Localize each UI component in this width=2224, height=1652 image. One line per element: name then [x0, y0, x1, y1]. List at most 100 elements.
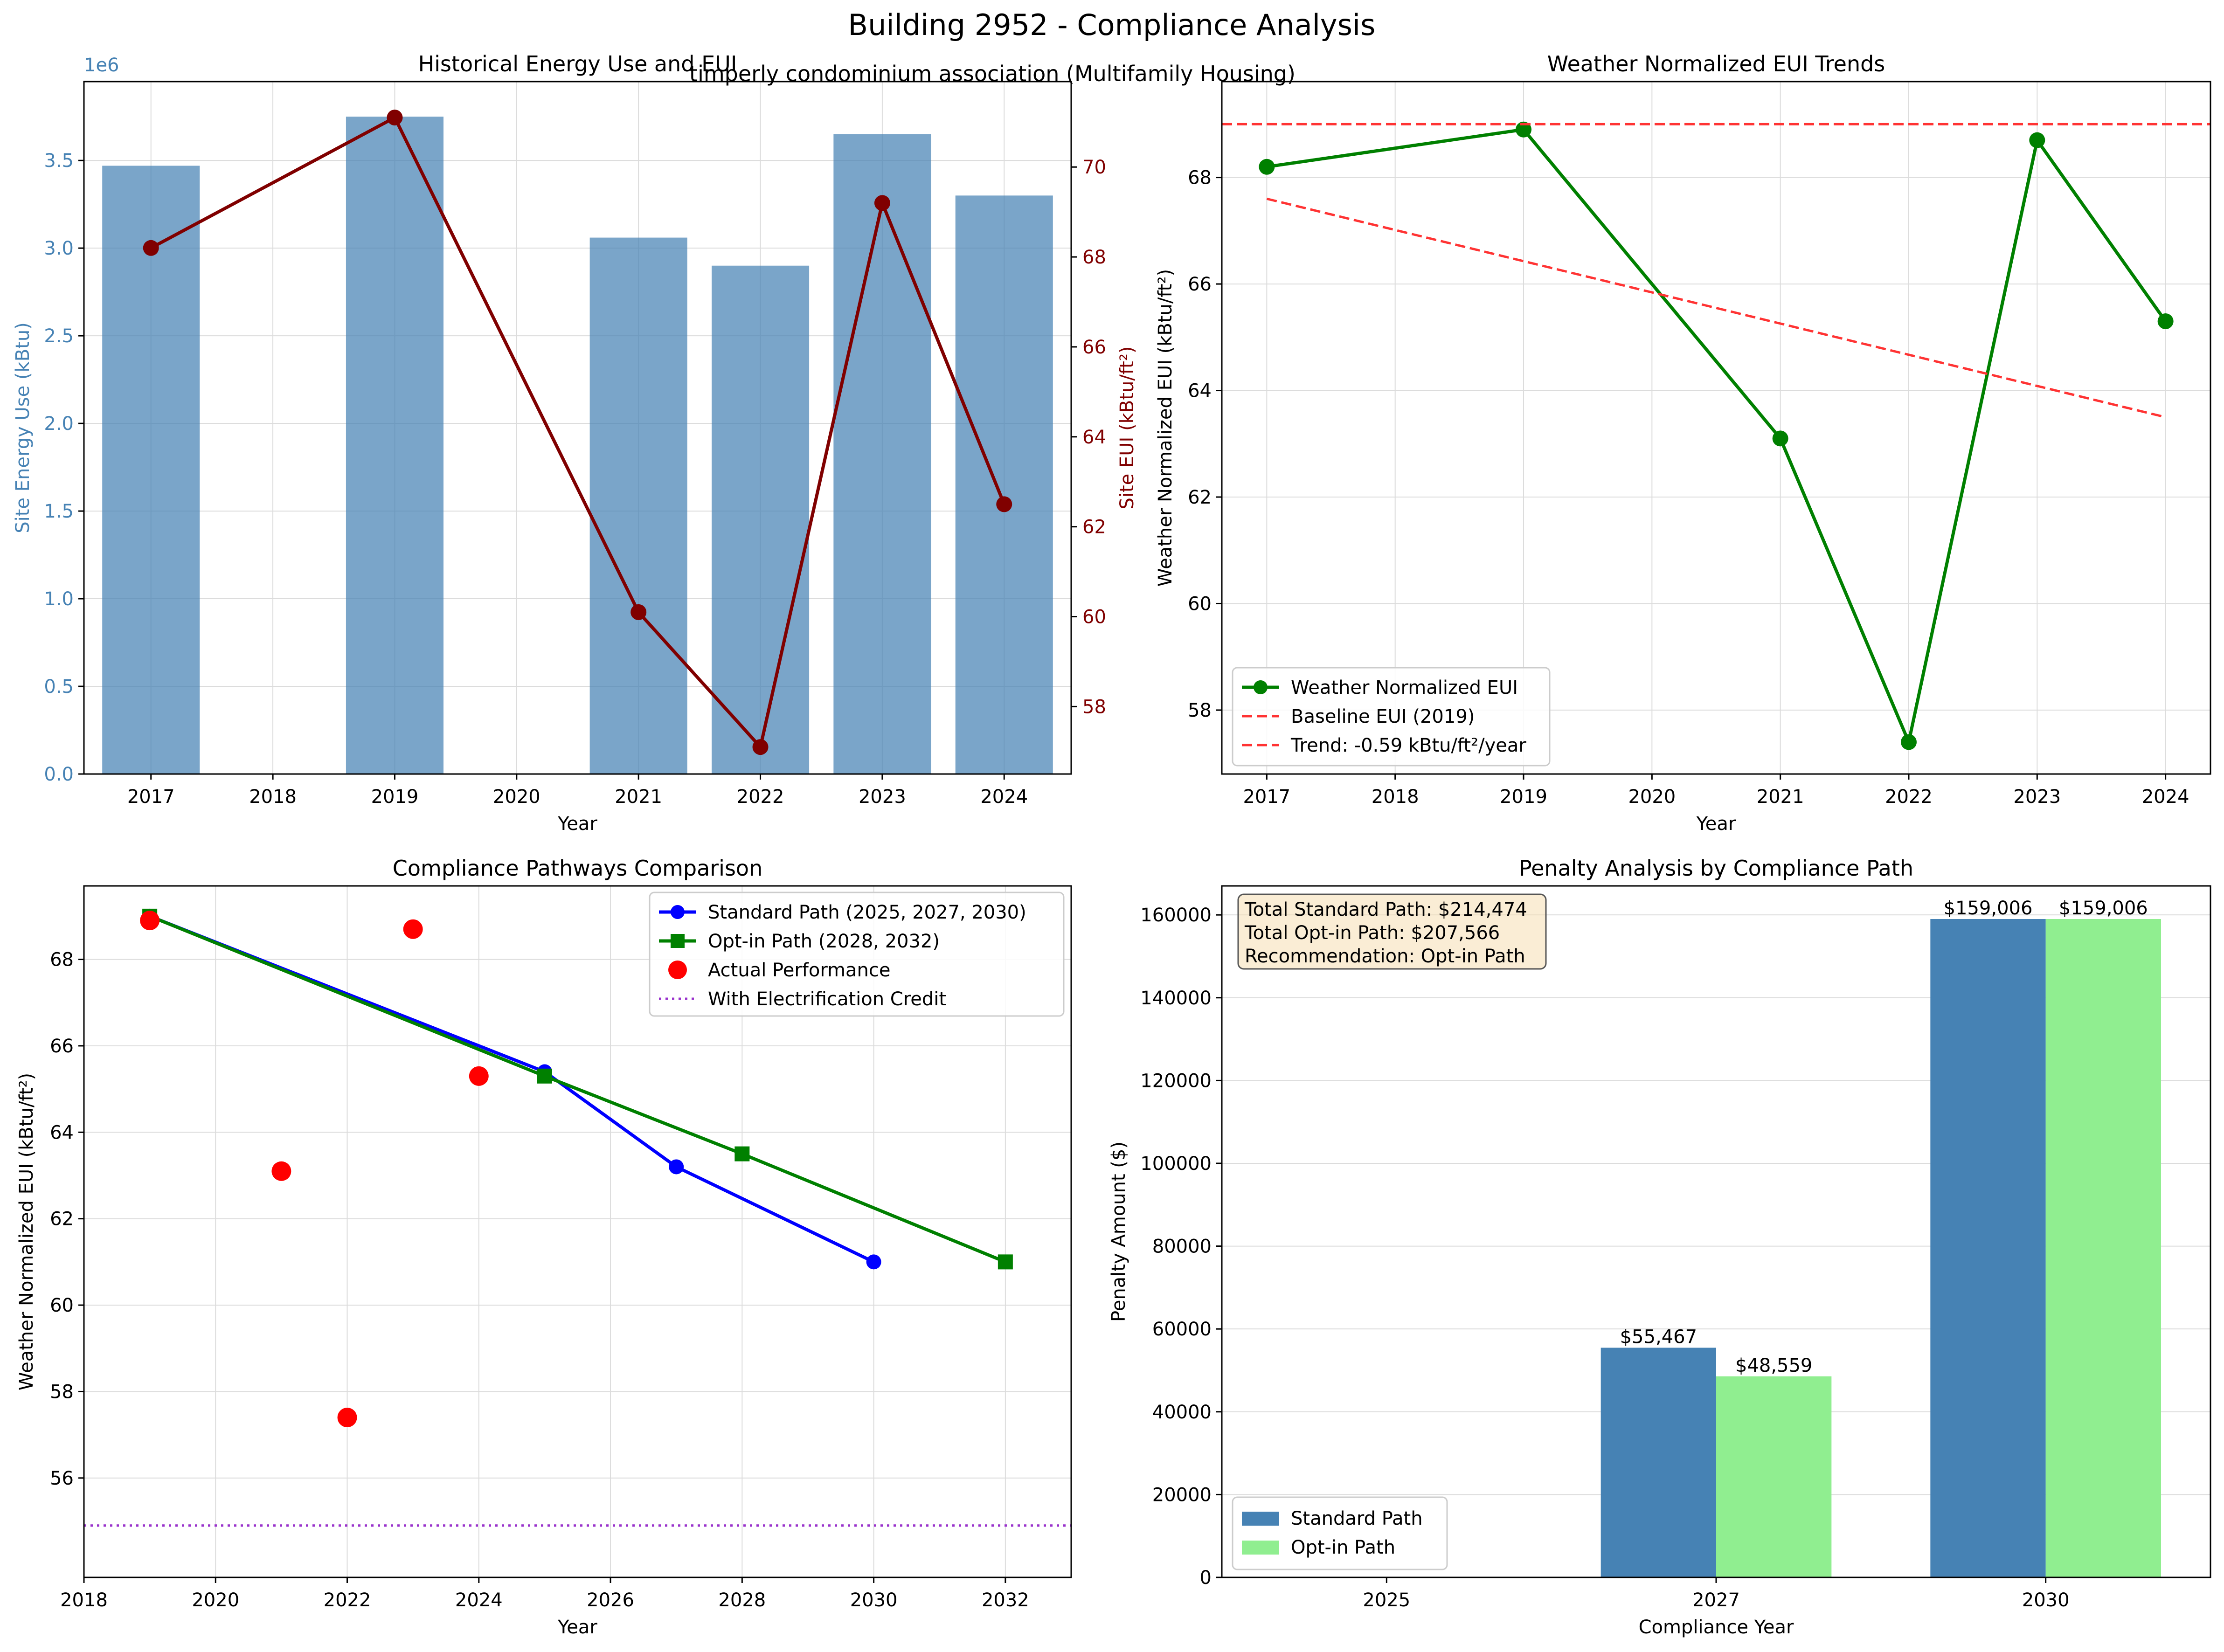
summary-line: Total Standard Path: $214,474	[1244, 899, 1527, 920]
x-tick-label: 2019	[1500, 786, 1547, 808]
legend-entry: Standard Path	[1291, 1508, 1423, 1529]
legend-marker	[1254, 680, 1268, 694]
y-tick-label: 100000	[1140, 1153, 1212, 1175]
y-tick-label: 140000	[1140, 988, 1212, 1009]
x-tick-label: 2024	[2142, 786, 2189, 808]
y-tick-label: 0.5	[44, 676, 74, 698]
eui-point	[752, 739, 769, 755]
legend-entry: Opt-in Path	[1291, 1537, 1395, 1558]
legend-marker	[668, 961, 687, 979]
y-tick-label: 2.5	[44, 325, 74, 347]
eui-point	[143, 240, 159, 256]
legend-box	[649, 892, 1065, 1017]
actual-performance-point	[271, 1161, 291, 1181]
y2-tick-label: 68	[1082, 247, 1106, 268]
x-axis-label: Year	[557, 1617, 597, 1638]
panel-title: Penalty Analysis by Compliance Path	[1519, 856, 1913, 881]
actual-performance-point	[140, 911, 160, 931]
x-tick-label: 2018	[249, 786, 297, 808]
energy-bar	[102, 166, 200, 774]
y-tick-label: 3.0	[44, 238, 74, 259]
y2-tick-label: 66	[1082, 337, 1106, 358]
opt-in-path-bar	[1716, 1376, 1832, 1577]
x-tick-label: 2017	[127, 786, 175, 808]
eui-point	[630, 604, 647, 620]
bar-value-label: $159,006	[1944, 898, 2033, 919]
x-tick-label: 2025	[1363, 1590, 1410, 1611]
x-tick-label: 2026	[587, 1590, 634, 1611]
standard-path-bar	[1600, 1348, 1716, 1577]
x-tick-label: 2020	[1628, 786, 1676, 808]
x-axis-label: Year	[1696, 813, 1736, 835]
y-tick-label: 120000	[1140, 1070, 1212, 1092]
x-tick-label: 2021	[615, 786, 662, 808]
panel-weather-normalized-trends: 2017 2018 2019 2020 2021 2022 2023 2024 58 60 62 64…	[1155, 51, 2211, 835]
y-axis-label: Penalty Amount ($)	[1108, 1141, 1129, 1322]
legend-marker	[671, 934, 685, 948]
x-tick-label: 2021	[1757, 786, 1804, 808]
x-tick-label: 2017	[1243, 786, 1290, 808]
x-axis-label: Compliance Year	[1639, 1617, 1794, 1638]
eui-point	[874, 195, 890, 211]
actual-performance-point	[403, 919, 423, 939]
summary-line: Recommendation: Opt-in Path	[1245, 946, 1525, 967]
x-axis-label: Year	[557, 813, 597, 835]
panel-penalty-analysis: $55,467 $159,006 $48,559 $159,006 2025 2027 20…	[1108, 856, 2211, 1638]
x-tick-label: 2018	[1372, 786, 1419, 808]
axes-frame	[83, 81, 1072, 775]
y-tick-label: 1.0	[44, 588, 74, 610]
eui-line	[150, 115, 1006, 751]
x-tick-label: 2020	[493, 786, 540, 808]
energy-bar	[711, 265, 810, 774]
opt-in-path-point	[998, 1254, 1013, 1270]
eui-point	[387, 110, 403, 126]
y-tick-label: 60000	[1152, 1319, 1212, 1340]
panel-title: Weather Normalized EUI Trends	[1547, 51, 1885, 76]
standard-path-point	[866, 1254, 881, 1270]
y-tick-label: 160000	[1140, 905, 1212, 926]
legend-entry: Actual Performance	[708, 960, 891, 981]
legend-entry: With Electrification Credit	[708, 988, 946, 1010]
y-tick-label: 80000	[1152, 1236, 1212, 1258]
panel-historical-energy: 2017 2018 2019 2020 2021 2022 2023 2024 0.0 0.5 1.…	[12, 51, 1138, 835]
opt-in-path-line	[149, 914, 1006, 1264]
y-tick-label: 58	[1188, 700, 1212, 721]
eui-point	[2157, 313, 2174, 330]
x-tick-label: 2018	[60, 1590, 108, 1611]
y-tick-label: 60	[50, 1295, 74, 1316]
x-tick-label: 2030	[2022, 1590, 2070, 1611]
legend-box	[1232, 667, 1551, 767]
panel-compliance-pathways: 2018 2020 2022 2024 2026 2028 2030 2032 56 58 60 62…	[16, 856, 1072, 1638]
x-tick-label: 2022	[324, 1590, 371, 1611]
opt-in-path-point	[537, 1068, 552, 1084]
weather-normalized-eui-line	[1266, 128, 2167, 748]
legend-marker	[671, 905, 685, 919]
x-tick-label: 2022	[1885, 786, 1933, 808]
y-tick-label: 62	[50, 1209, 74, 1230]
x-tick-label: 2028	[718, 1590, 766, 1611]
energy-bar	[833, 134, 931, 774]
trend-line	[1266, 197, 2166, 419]
panel-title: Historical Energy Use and EUI	[418, 51, 737, 76]
opt-in-path-point	[734, 1146, 750, 1161]
eui-point	[2029, 132, 2045, 148]
x-tick-label: 2024	[980, 786, 1028, 808]
energy-bar	[346, 117, 444, 774]
eui-point	[1900, 734, 1917, 750]
y-offset-text: 1e6	[84, 55, 119, 76]
y-tick-label: 2.0	[44, 413, 74, 435]
bar-value-label: $159,006	[2059, 898, 2148, 919]
y2-tick-label: 62	[1082, 517, 1106, 538]
axes-frame	[83, 885, 1072, 1578]
y2-axis-label: Site EUI (kBtu/ft²)	[1116, 346, 1138, 510]
y2-tick-label: 58	[1082, 696, 1106, 718]
legend-swatch	[1242, 1541, 1279, 1555]
legend-entry: Weather Normalized EUI	[1291, 677, 1518, 698]
eui-point	[1772, 430, 1788, 447]
summary-box	[1237, 893, 1547, 970]
y-tick-label: 64	[50, 1122, 74, 1143]
x-tick-label: 2023	[2013, 786, 2061, 808]
legend-box	[1232, 1496, 1448, 1570]
y-tick-label: 66	[50, 1036, 74, 1057]
